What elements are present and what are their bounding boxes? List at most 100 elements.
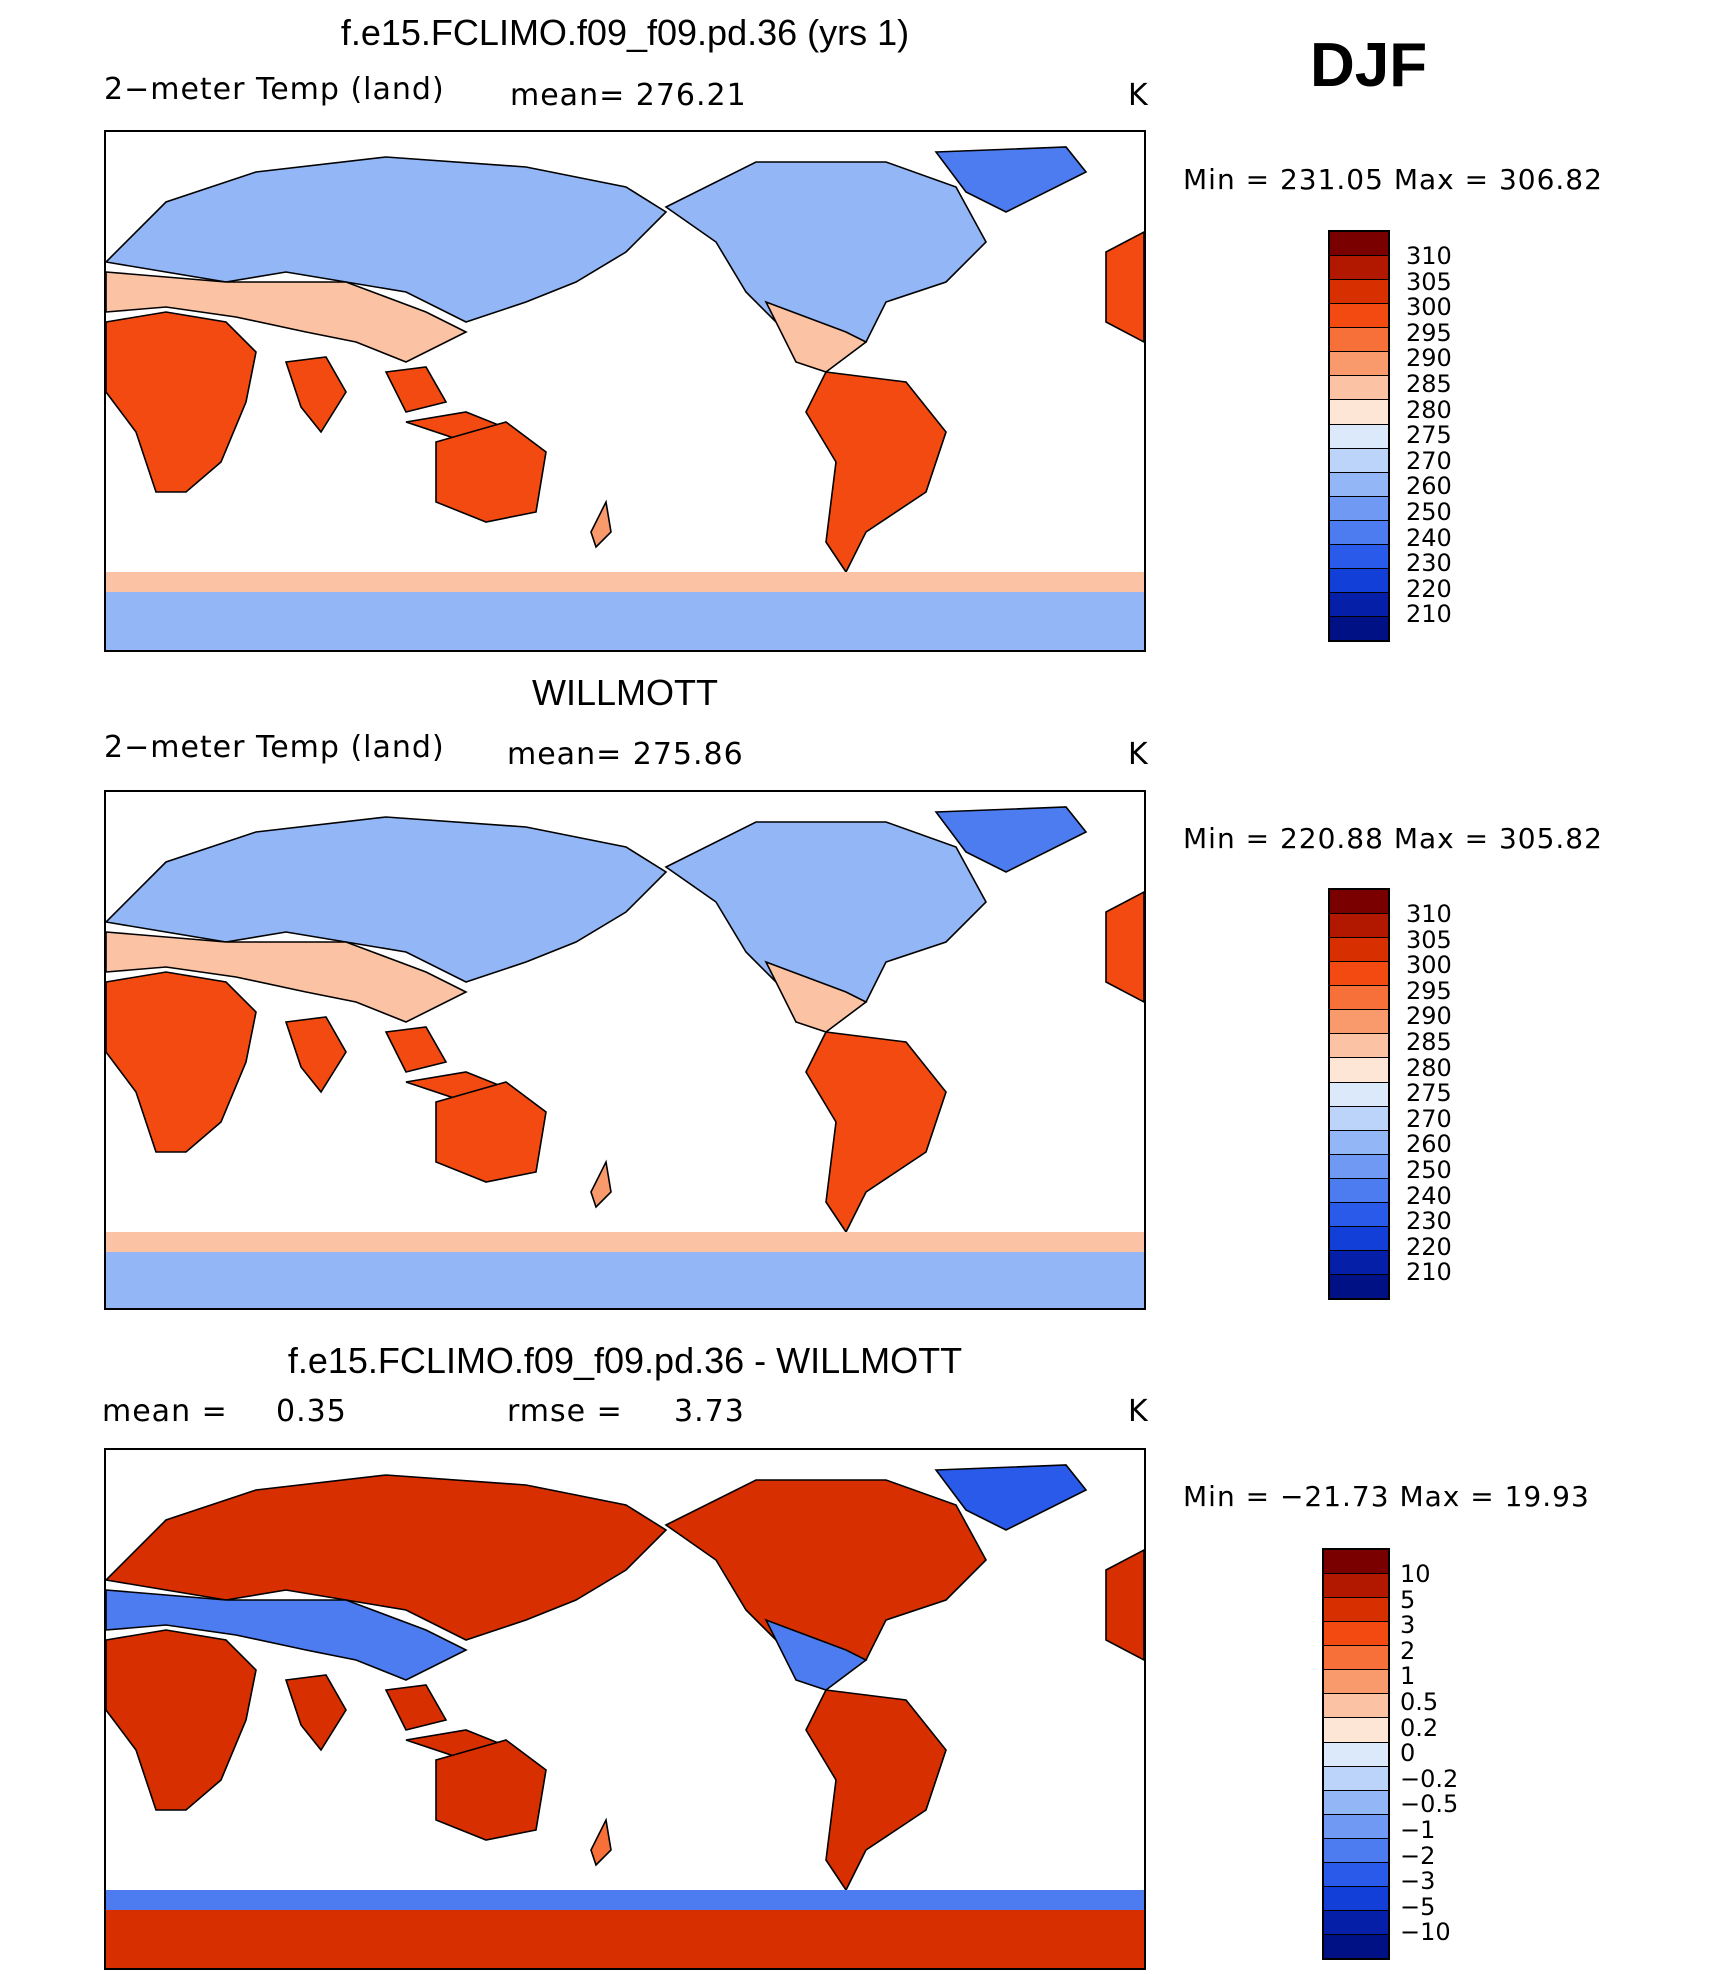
panel3-colorbar-box bbox=[1324, 1766, 1388, 1791]
panel2-colorbar-tick: 220 bbox=[1406, 1232, 1452, 1261]
india-land bbox=[284, 1674, 347, 1752]
panel1-colorbar-tick: 220 bbox=[1406, 574, 1452, 603]
panel2-colorbar-box bbox=[1330, 1250, 1388, 1275]
africa-land bbox=[105, 971, 257, 1153]
panel3-colorbar-ticks: 10 5 3 2 1 0.5 0.2 0 −0.2 −0.5 −1 −2 −3 −5 −10 bbox=[1400, 1560, 1458, 1947]
panel1-colorbar-tick: 250 bbox=[1406, 497, 1452, 526]
panel1-map bbox=[104, 130, 1146, 652]
panel3-colorbar-box bbox=[1324, 1670, 1388, 1695]
panel3-colorbar-box bbox=[1324, 1935, 1388, 1959]
panel1-mean: mean= 276.21 bbox=[510, 78, 747, 113]
indochina-land bbox=[384, 366, 448, 413]
us-south-land bbox=[764, 960, 868, 1033]
panel2-colorbar-tick: 250 bbox=[1406, 1155, 1452, 1184]
panel1-colorbar-ticks: 310 305 300 295 290 285 280 275 270 260 250 240 230 2… bbox=[1406, 242, 1452, 629]
panel1-colorbar-tick: 310 bbox=[1406, 242, 1452, 270]
panel2-colorbar-tick: 290 bbox=[1406, 1002, 1452, 1031]
panel2-colorbar-box bbox=[1330, 1202, 1388, 1227]
indochina-land bbox=[384, 1026, 448, 1073]
panel3-colorbar-tick: −5 bbox=[1400, 1892, 1436, 1921]
panel2-title: WILLMOTT bbox=[532, 672, 718, 713]
panel1-colorbar-box bbox=[1330, 496, 1388, 521]
panel2-colorbar bbox=[1328, 888, 1390, 1300]
panel1-colorbar-box bbox=[1330, 328, 1388, 353]
panel1-colorbar-tick: 275 bbox=[1406, 421, 1452, 450]
panel2-land bbox=[104, 806, 1145, 1310]
panel2-colorbar-tick: 300 bbox=[1406, 951, 1452, 980]
panel2-colorbar-tick: 230 bbox=[1406, 1207, 1452, 1236]
panel1-units: K bbox=[1128, 78, 1149, 113]
panel2-colorbar-tick: 210 bbox=[1406, 1258, 1452, 1287]
panel2-map bbox=[104, 790, 1146, 1310]
north-america-land bbox=[664, 1479, 987, 1681]
panel2-units: K bbox=[1128, 737, 1149, 772]
panel1-colorbar-box bbox=[1330, 617, 1388, 641]
panel2-colorbar-box bbox=[1330, 1275, 1388, 1299]
panel2-colorbar-box bbox=[1330, 1082, 1388, 1107]
panel2-colorbar-box bbox=[1330, 1154, 1388, 1179]
panel3-colorbar-box bbox=[1324, 1742, 1388, 1767]
panel3-minmax: Min = −21.73 Max = 19.93 bbox=[1183, 1480, 1590, 1513]
panel3-colorbar-box bbox=[1324, 1574, 1388, 1599]
south-asia-land bbox=[105, 271, 468, 363]
panel3-colorbar-tick: 0.2 bbox=[1400, 1713, 1439, 1742]
panel3-colorbar-box bbox=[1324, 1838, 1388, 1863]
panel1-colorbar-box bbox=[1330, 592, 1388, 617]
panel2-mean: mean= 275.86 bbox=[507, 737, 744, 772]
panel1-colorbar-tick: 260 bbox=[1406, 472, 1452, 501]
panel2-colorbar-tick: 280 bbox=[1406, 1053, 1452, 1082]
panel1-colorbar-tick: 285 bbox=[1406, 369, 1452, 398]
greenland-land bbox=[934, 146, 1088, 213]
antarctica-coast-land bbox=[106, 1890, 1144, 1910]
panel2-colorbar-tick: 275 bbox=[1406, 1079, 1452, 1108]
antarctica-coast-land bbox=[106, 572, 1144, 592]
eurasia-land bbox=[104, 816, 668, 983]
panel2-minmax: Min = 220.88 Max = 305.82 bbox=[1183, 822, 1603, 855]
panel3-colorbar-tick: −1 bbox=[1400, 1815, 1436, 1844]
panel2-colorbar-tick: 260 bbox=[1406, 1130, 1452, 1159]
panel3-colorbar-tick: 0.5 bbox=[1400, 1687, 1439, 1716]
panel1-title: f.e15.FCLIMO.f09_f09.pd.36 (yrs 1) bbox=[340, 12, 910, 53]
panel3-colorbar-tick: 3 bbox=[1400, 1611, 1416, 1640]
panel2-colorbar-tick: 240 bbox=[1406, 1181, 1452, 1210]
panel3-colorbar-box bbox=[1324, 1790, 1388, 1815]
antarctica-land bbox=[106, 1905, 1144, 1968]
panel3-colorbar-tick: −3 bbox=[1400, 1867, 1436, 1896]
panel3-colorbar-box bbox=[1324, 1886, 1388, 1911]
antarctica-land bbox=[106, 1247, 1144, 1310]
panel2-colorbar-box bbox=[1330, 938, 1388, 963]
panel2-colorbar-tick: 270 bbox=[1406, 1104, 1452, 1133]
panel1-colorbar-box bbox=[1330, 520, 1388, 545]
panel2-colorbar-ticks: 310 305 300 295 290 285 280 275 270 260 250 240 230 2… bbox=[1406, 901, 1452, 1287]
panel2-colorbar-box bbox=[1330, 1130, 1388, 1155]
panel3-rmse-label: rmse = bbox=[507, 1394, 623, 1429]
panel3-colorbar-box bbox=[1324, 1646, 1388, 1671]
indochina-land bbox=[384, 1684, 448, 1731]
panel3-colorbar-tick: −10 bbox=[1400, 1918, 1451, 1947]
panel3-land bbox=[104, 1464, 1145, 1968]
panel2-colorbar-box bbox=[1330, 962, 1388, 987]
panel1-colorbar-tick: 210 bbox=[1406, 600, 1452, 629]
panel2-colorbar-box bbox=[1330, 1010, 1388, 1035]
panel3-colorbar-tick: 1 bbox=[1400, 1662, 1416, 1691]
panel3-colorbar-box bbox=[1324, 1694, 1388, 1719]
panel1-colorbar-tick: 240 bbox=[1406, 523, 1452, 552]
season-label: DJF bbox=[1310, 31, 1428, 100]
panel1-map-svg bbox=[104, 146, 1145, 650]
australia-land bbox=[435, 1739, 547, 1841]
panel3-map bbox=[104, 1448, 1146, 1970]
new-zealand-land bbox=[590, 1817, 612, 1867]
eurasia-land bbox=[104, 156, 668, 323]
south-asia-land bbox=[105, 1589, 468, 1681]
panel3-colorbar-tick: 2 bbox=[1400, 1636, 1416, 1665]
panel3-colorbar-box bbox=[1324, 1910, 1388, 1935]
panel3-colorbar-tick: 10 bbox=[1400, 1560, 1431, 1588]
north-america-land bbox=[664, 161, 987, 363]
us-south-land bbox=[764, 1618, 868, 1691]
india-land bbox=[284, 1016, 347, 1094]
panel1-colorbar-box bbox=[1330, 280, 1388, 305]
panel3-units: K bbox=[1128, 1394, 1149, 1429]
panel3-colorbar-box bbox=[1324, 1718, 1388, 1743]
panel1-colorbar-tick: 300 bbox=[1406, 293, 1452, 322]
south-america-land bbox=[805, 1689, 947, 1892]
